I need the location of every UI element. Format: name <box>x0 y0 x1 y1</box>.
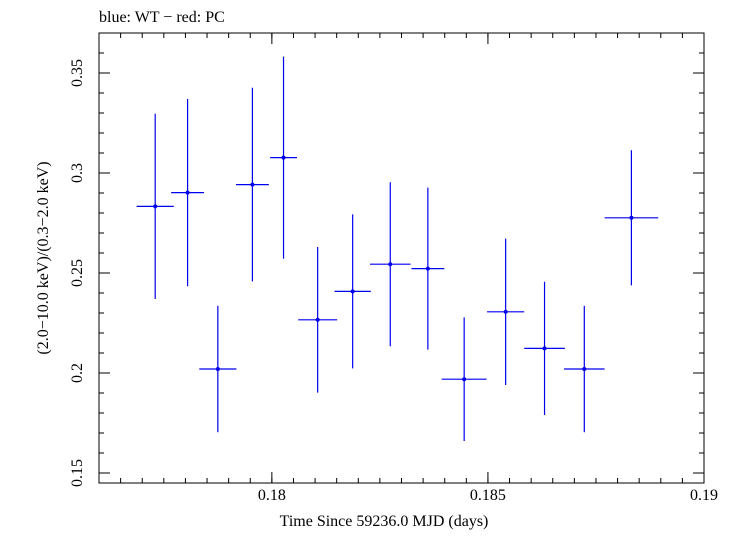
data-point <box>215 367 220 371</box>
x-tick-label: 0.185 <box>470 487 506 504</box>
y-tick-label: 0.2 <box>69 363 86 383</box>
x-tick-label: 0.18 <box>258 487 286 504</box>
y-tick-label: 0.25 <box>69 259 86 287</box>
x-tick-label: 0.19 <box>690 487 718 504</box>
y-tick-label: 0.35 <box>69 59 86 87</box>
data-point <box>315 317 320 322</box>
data-point <box>185 190 190 195</box>
data-series <box>136 56 659 441</box>
data-point <box>542 346 547 351</box>
data-point <box>503 309 508 314</box>
y-tick-label: 0.15 <box>69 459 86 487</box>
data-point <box>153 204 158 209</box>
data-point <box>425 266 430 271</box>
data-point <box>250 182 255 187</box>
x-axis-label: Time Since 59236.0 MJD (days) <box>280 513 489 530</box>
plot-frame <box>98 32 705 484</box>
axis-ticks <box>98 32 705 483</box>
data-point <box>388 262 393 267</box>
data-point <box>462 377 467 382</box>
data-point <box>350 289 355 294</box>
data-point <box>629 215 634 220</box>
axis-tick-labels: 0.18 0.185 0.19 0.15 0.2 0.25 0.3 0.35 <box>69 59 718 504</box>
y-axis-label: (2.0−10.0 keV)/(0.3−2.0 keV) <box>35 161 52 354</box>
data-point <box>281 155 286 160</box>
chart-title: blue: WT − red: PC <box>99 9 225 26</box>
y-tick-label: 0.3 <box>69 163 86 183</box>
data-point <box>582 367 587 371</box>
